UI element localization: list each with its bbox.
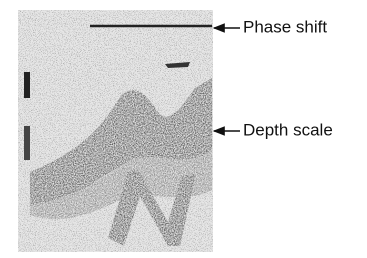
annotation-label: Depth scale <box>243 120 333 139</box>
figure: Phase shift Depth scale <box>0 0 367 258</box>
scale-mark <box>24 72 30 98</box>
annotation-label: Phase shift <box>243 17 327 36</box>
echogram-image <box>18 10 213 252</box>
scale-mark <box>24 126 30 160</box>
